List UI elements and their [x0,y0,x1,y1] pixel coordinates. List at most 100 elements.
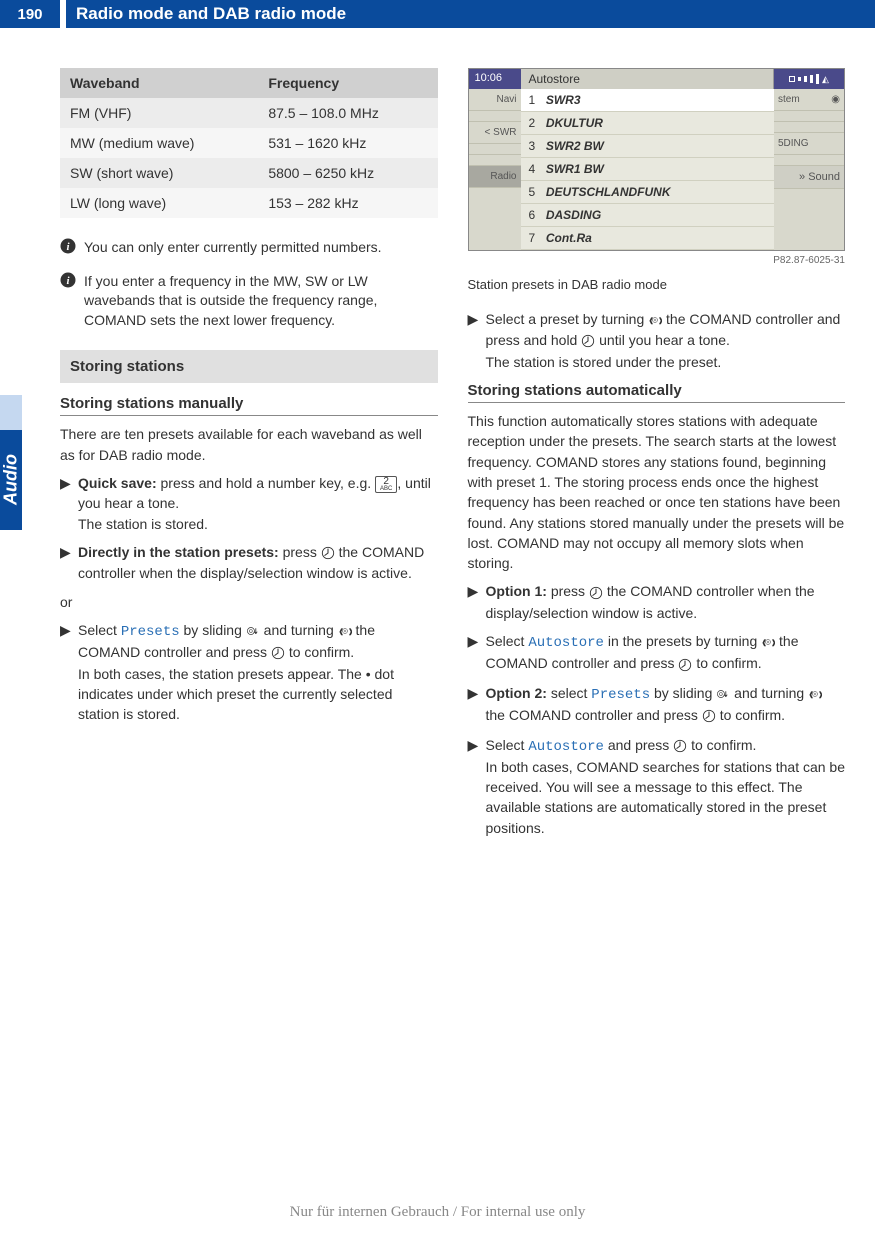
side-tab: Audio [0,430,22,530]
turn-icon [808,684,822,704]
step-label: Option 2: [486,685,547,701]
press-icon [673,736,687,756]
left-column: Waveband Frequency FM (VHF)87.5 – 108.0 … [60,68,438,846]
step-text: press and hold a number key, e.g. [157,475,375,491]
or-text: or [60,592,438,612]
step-option-1: ▶ Option 1: press the COMAND controller … [468,581,846,623]
station-presets-screenshot: 10:06 Autostore ◭ Navi < SWR Radio [468,68,846,251]
step-marker: ▶ [468,631,486,675]
step-text: to confirm. [692,655,761,671]
step-marker: ▶ [468,581,486,623]
info-icon [60,238,80,260]
ss-left-col: Navi < SWR Radio [469,89,521,250]
press-icon [271,643,285,663]
step-label: Quick save: [78,475,157,491]
ss-time: 10:06 [469,69,521,89]
th-frequency: Frequency [258,68,437,98]
step-text: the COMAND controller and press [486,707,702,723]
step-text: Select [78,622,121,638]
cell: 87.5 – 108.0 MHz [258,98,437,128]
step-autostore-1: ▶ Select Autostore in the presets by tur… [468,631,846,675]
step-text: by sliding [180,622,246,638]
step-label: Option 1: [486,583,547,599]
turn-icon [338,621,352,641]
right-column: 10:06 Autostore ◭ Navi < SWR Radio [468,68,846,846]
step-dab-preset: ▶ Select a preset by turning the COMAND … [468,309,846,372]
menu-presets: Presets [121,624,180,640]
menu-presets: Presets [591,687,650,703]
press-icon [702,706,716,726]
cell: 5800 – 6250 kHz [258,158,437,188]
info-text: You can only enter currently permitted n… [84,238,382,260]
cell: FM (VHF) [60,98,258,128]
manual-intro: There are ten presets available for each… [60,424,438,465]
step-text: to confirm. [285,644,354,660]
step-text: In both cases, COMAND searches for stati… [486,759,846,836]
step-text: The station is stored under the preset. [486,354,722,370]
turn-icon [761,632,775,652]
step-text: to confirm. [687,737,756,753]
ss-station-list: 1 SWR3 2 DKULTUR 3 SWR2 BW 4 SWR1 BW 5 D… [521,89,775,250]
slide-icon [246,621,260,641]
step-text: in the presets by turning [604,633,761,649]
slide-icon [716,684,730,704]
press-icon [589,583,603,603]
page-header: 190 Radio mode and DAB radio mode [0,0,875,28]
step-autostore-2: ▶ Select Autostore and press to confirm.… [468,735,846,838]
cell: LW (long wave) [60,188,258,218]
step-direct-presets: ▶ Directly in the station presets: press… [60,542,438,584]
cell: SW (short wave) [60,158,258,188]
ss-right-col: stem ◉ 5DING » Sound [774,89,844,250]
step-text: Select [486,633,529,649]
page-title: Radio mode and DAB radio mode [66,0,875,28]
turn-icon [648,310,662,330]
step-marker: ▶ [468,735,486,838]
step-marker: ▶ [468,683,486,727]
step-marker: ▶ [60,620,78,725]
press-icon [678,655,692,675]
menu-autostore: Autostore [528,635,604,651]
step-text: Select [486,737,529,753]
footer-watermark: Nur für internen Gebrauch / For internal… [0,1204,875,1221]
section-storing-stations: Storing stations [60,350,438,383]
step-text: press [547,583,589,599]
info-note-2: If you enter a frequency in the MW, SW o… [60,272,438,331]
press-icon [581,331,595,351]
step-text: and turning [260,622,338,638]
step-text: to confirm. [716,707,785,723]
step-marker: ▶ [468,309,486,372]
ss-status-icons: ◭ [774,69,844,89]
auto-intro: This function automatically stores stati… [468,411,846,573]
screenshot-caption: Station presets in DAB radio mode [468,276,846,295]
cell: MW (medium wave) [60,128,258,158]
info-icon [60,272,80,331]
step-text: until you hear a tone. [595,332,730,348]
th-waveband: Waveband [60,68,258,98]
subheading-auto: Storing stations automatically [468,382,846,403]
step-text: Select a preset by turning [486,311,649,327]
key-2-icon: 2ABC [375,476,397,493]
step-text: The station is stored. [78,516,208,532]
cell: 153 – 282 kHz [258,188,437,218]
step-marker: ▶ [60,542,78,584]
menu-autostore: Autostore [528,739,604,755]
step-text: and press [604,737,673,753]
step-text: press [279,544,321,560]
step-option-2: ▶ Option 2: select Presets by sliding an… [468,683,846,727]
subheading-manual: Storing stations manually [60,395,438,416]
step-text: In both cases, the station presets appea… [78,666,394,723]
press-icon [321,543,335,563]
waveband-table: Waveband Frequency FM (VHF)87.5 – 108.0 … [60,68,438,218]
step-label: Directly in the station presets: [78,544,279,560]
side-tab-light [0,395,22,430]
image-code: P82.87-6025-31 [468,255,846,266]
page-number: 190 [0,0,60,28]
step-text: and turning [730,685,808,701]
step-text: by sliding [650,685,716,701]
step-quick-save: ▶ Quick save: press and hold a number ke… [60,473,438,534]
cell: 531 – 1620 kHz [258,128,437,158]
info-note-1: You can only enter currently permitted n… [60,238,438,260]
info-text: If you enter a frequency in the MW, SW o… [84,272,438,331]
step-marker: ▶ [60,473,78,534]
step-text: select [547,685,591,701]
